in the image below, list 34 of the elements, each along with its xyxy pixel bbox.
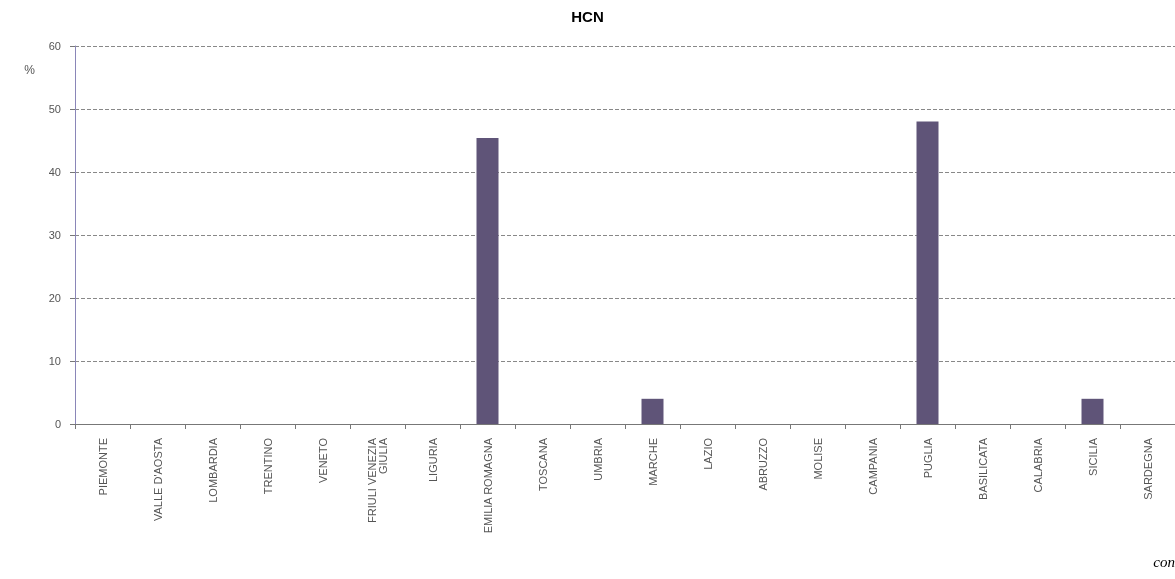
y-axis-title: %: [24, 63, 36, 77]
x-tick-label: CAMPANIA: [866, 437, 879, 495]
y-tick-label: 60: [48, 40, 61, 52]
x-tick-label: LAZIO: [701, 437, 714, 470]
bar: [641, 398, 664, 424]
y-tick-label: 20: [48, 292, 61, 304]
text: con: [1153, 553, 1175, 570]
x-tick-label: VENETO: [316, 437, 329, 484]
x-tick-label: BASILICATA: [976, 437, 989, 500]
x-tick-label: FRIULI VENEZIA GIULIA: [366, 437, 389, 523]
y-tick-label: 0: [54, 418, 61, 430]
x-tick-label: ABRUZZO: [756, 437, 769, 491]
x-tick-label: LOMBARDIA: [206, 437, 219, 503]
y-tick-label: 10: [48, 355, 61, 367]
x-tick-label: EMILIA ROMAGNA: [481, 437, 494, 534]
x-tick-label: MARCHE: [646, 438, 659, 486]
x-tick-label: VALLE D'AOSTA: [151, 437, 164, 521]
x-tick-label: UMBRIA: [591, 437, 604, 481]
x-tick-label: PIEMONTE: [96, 438, 109, 496]
y-tick-label: 30: [48, 229, 61, 241]
x-tick-label: TRENTINO: [261, 437, 274, 495]
x-tick-label: SICILIA: [1086, 437, 1099, 476]
x-tick-label: SARDEGNA: [1141, 437, 1154, 500]
bar: [476, 137, 499, 424]
bar: [916, 121, 939, 424]
x-tick-label: TOSCANA: [536, 437, 549, 491]
x-tick-label: CALABRIA: [1031, 437, 1044, 493]
x-tick-label: MOLISE: [811, 438, 824, 480]
x-tick-label: LIGURIA: [426, 437, 439, 483]
x-tick-label: PUGLIA: [921, 437, 934, 479]
chart-title: HCN: [571, 8, 604, 25]
y-tick-label: 40: [48, 166, 61, 178]
bar: [1081, 398, 1104, 424]
y-tick-label: 50: [48, 103, 61, 115]
